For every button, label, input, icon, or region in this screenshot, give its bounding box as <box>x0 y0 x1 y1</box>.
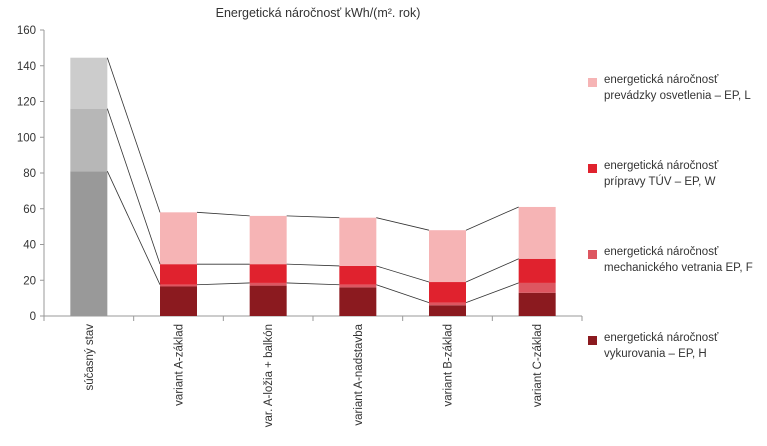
connector-line <box>465 282 519 303</box>
legend-label-heating-line1: energetická náročnosť <box>604 332 719 344</box>
connector-line <box>286 215 340 219</box>
y-tick-label: 100 <box>17 132 36 144</box>
y-tick-label: 120 <box>17 97 36 109</box>
axes: 0 20 40 60 80 100 120 140 160 <box>17 25 583 323</box>
y-tick-label: 20 <box>23 275 36 287</box>
bar-segment-2 <box>518 282 556 293</box>
bar-segment-2 <box>339 284 377 288</box>
x-tick-label: variant A-základ <box>174 324 186 406</box>
y-tick-label: 0 <box>30 311 36 323</box>
bar-segment-1 <box>429 305 466 316</box>
connector-line <box>286 263 340 267</box>
legend-item-hot-water: energetická náročnosť prípravy TÚV – EP,… <box>588 158 766 244</box>
bar-segment-2 <box>429 302 466 306</box>
x-tick-label: variant B-základ <box>443 324 455 406</box>
bar-segment-4 <box>160 212 197 265</box>
connector-line <box>106 108 161 265</box>
connector-line <box>376 284 430 303</box>
bar-segment-4 <box>339 217 377 266</box>
legend-item-ventilation: energetická náročnosť mechanického vetra… <box>588 244 766 330</box>
y-tick-label: 60 <box>23 204 36 216</box>
y-tick-label: 40 <box>23 240 36 252</box>
connector-line <box>286 282 340 286</box>
y-tick-label: 80 <box>23 168 36 180</box>
legend-label-lighting-line1: energetická náročnosť <box>604 74 719 86</box>
connector-line <box>376 265 430 283</box>
bar-segment-current-state <box>70 108 108 172</box>
bar-segment-2 <box>249 282 287 286</box>
legend-item-lighting: energetická náročnosť prevádzky osvetlen… <box>588 72 766 158</box>
legend-label-ventilation-line2: mechanického vetrania EP, F <box>604 262 753 274</box>
legend-swatch-lighting <box>588 78 597 87</box>
legend-swatch-hot-water <box>588 164 597 173</box>
bar-segment-3 <box>429 282 466 303</box>
bar-segment-1 <box>160 286 197 316</box>
bars <box>70 57 556 316</box>
bar-segment-2 <box>160 284 197 287</box>
connector-line <box>106 57 161 213</box>
bar-segment-4 <box>518 206 556 259</box>
bar-segment-3 <box>249 264 287 283</box>
connector-line <box>196 282 250 286</box>
legend-label-lighting-line2: prevádzky osvetlenia – EP, L <box>604 90 751 102</box>
connector-line <box>106 171 161 285</box>
y-tick-label: 140 <box>17 61 36 73</box>
bar-segment-4 <box>429 230 466 283</box>
x-axis-labels: súčasný stav variant A-základ var. A-ložia… <box>84 323 544 427</box>
x-tick-label: variant C-základ <box>532 324 544 407</box>
legend: energetická náročnosť prevádzky osvetlen… <box>588 72 766 416</box>
bar-segment-current-state <box>70 57 108 109</box>
legend-label-ventilation-line1: energetická náročnosť <box>604 246 719 258</box>
bar-segment-3 <box>160 264 197 285</box>
bar-segment-3 <box>339 265 377 285</box>
x-tick-label: variant A-nadstavba <box>353 323 365 425</box>
connector-line <box>376 217 430 231</box>
legend-label-hot-water-line1: energetická náročnosť <box>604 160 719 172</box>
legend-item-heating: energetická náročnosť vykurovania – EP, … <box>588 330 766 416</box>
connector-line <box>465 206 519 231</box>
legend-swatch-ventilation <box>588 250 597 259</box>
connector-lines <box>106 57 519 303</box>
bar-segment-current-state <box>70 171 108 316</box>
chart-title: Energetická náročnosť kWh/(m². rok) <box>216 6 421 20</box>
bar-segment-4 <box>249 215 287 265</box>
legend-label-heating-line2: vykurovania – EP, H <box>604 348 707 360</box>
y-tick-label: 160 <box>17 25 36 37</box>
connector-line <box>196 211 250 217</box>
bar-segment-1 <box>518 292 556 316</box>
legend-label-hot-water-line2: prípravy TÚV – EP, W <box>604 176 716 188</box>
x-tick-label: var. A-ložia + balkón <box>263 324 275 427</box>
bar-segment-1 <box>249 285 287 316</box>
bar-segment-1 <box>339 287 377 316</box>
bar-segment-3 <box>518 258 556 283</box>
x-tick-label: súčasný stav <box>84 324 96 391</box>
connector-line <box>465 258 519 283</box>
legend-swatch-heating <box>588 336 597 345</box>
